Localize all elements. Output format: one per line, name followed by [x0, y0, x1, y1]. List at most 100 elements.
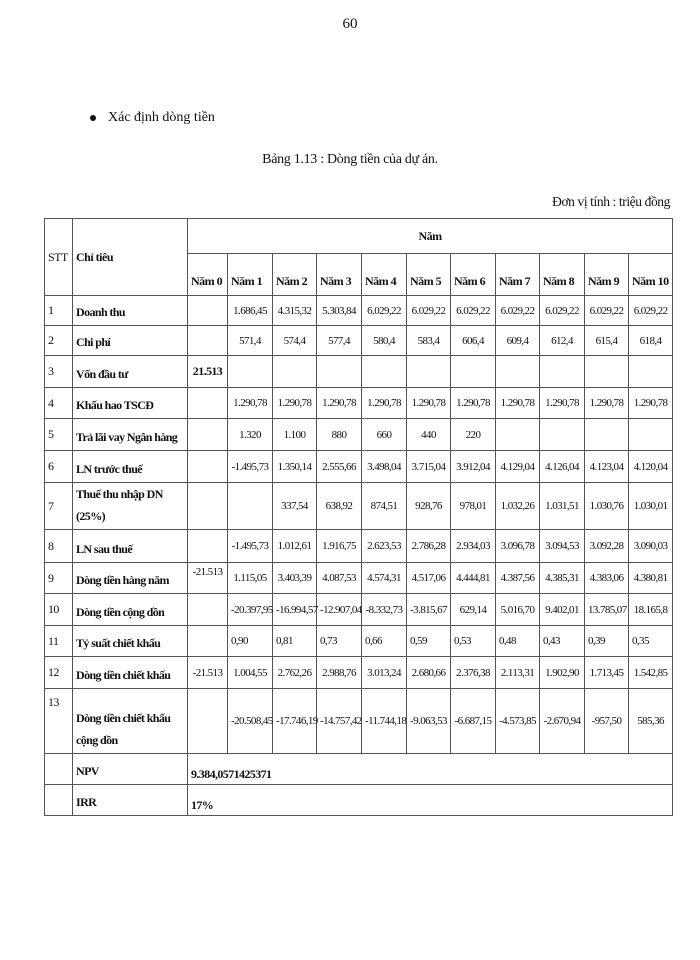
cell-năm-7: 2.113,31 [495, 656, 540, 689]
row-label: Dòng tiền cộng dồn [72, 593, 188, 626]
cell-năm-4: -8.332,73 [361, 593, 407, 626]
cell-năm-0 [187, 482, 228, 530]
cell-năm-0 [187, 450, 228, 483]
cell-năm-3: 2.988,76 [316, 656, 362, 689]
cell-năm-10: 0,35 [627, 625, 674, 657]
cell-năm-8: 4.385,31 [539, 562, 585, 594]
cell-năm-9: 4.383,06 [584, 562, 629, 594]
cell-năm-8: 6.029,22 [539, 295, 585, 326]
row-label: Tỷ suất chiết khấu [72, 625, 188, 657]
cell-năm-2: 1.100 [272, 418, 317, 451]
cell-năm-5: 4.517,06 [406, 562, 451, 594]
cell-năm-4: 3.013,24 [361, 656, 407, 689]
cell-năm-8: 0,43 [539, 625, 585, 657]
cell-năm-9: 1.290,78 [584, 387, 629, 419]
cell-năm-4: 1.290,78 [361, 387, 407, 419]
section-heading-text: Xác định dòng tiền [108, 110, 215, 125]
cell-năm-7: 1.290,78 [495, 387, 540, 419]
cell-năm-6: 0,53 [450, 625, 496, 657]
cell-năm-3: 4.087,53 [316, 562, 362, 594]
cell-năm-10: 1.290,78 [627, 387, 674, 419]
header-year-7: Năm 7 [495, 253, 540, 296]
row-label: Dòng tiền chiết khấu [72, 656, 188, 689]
cell-năm-4 [361, 355, 407, 388]
cell-năm-1: 1.004,55 [227, 656, 273, 689]
table-row: 1 Doanh thu 1.686,45 4.315,32 5.303,84 6.029,… [44, 295, 674, 326]
cell-năm-3: 577,4 [316, 325, 362, 356]
cell-năm-3 [316, 355, 362, 388]
cell-năm-0 [187, 325, 228, 356]
row-stt: 5 [44, 418, 73, 451]
row-stt: 7 [44, 482, 73, 530]
table-row: 5 Trả lãi vay Ngân hàng 1.320 1.100 880 660 44… [44, 418, 674, 451]
table-row: 11 Tỷ suất chiết khấu 0,90 0,81 0,73 0,66 0,59… [44, 625, 674, 657]
row-stt: 10 [44, 593, 73, 626]
cell-năm-9: 0,39 [584, 625, 629, 657]
table-caption: Bảng 1.13 : Dòng tiền của dự án. [262, 152, 438, 167]
bullet-icon [90, 114, 96, 121]
row-stt: 12 [44, 656, 73, 689]
header-year-3: Năm 3 [316, 253, 362, 296]
row-label: Dòng tiền hàng năm [72, 562, 188, 594]
npv-row: NPV 9.384,0571425371 [44, 753, 674, 785]
cell-năm-6: 3.912,04 [450, 450, 496, 483]
cell-năm-6 [450, 355, 496, 388]
cell-năm-8: -2.670,94 [539, 688, 585, 754]
row-label: Khấu hao TSCĐ [72, 387, 188, 419]
header-year-group: Năm [186, 218, 674, 254]
cell-năm-8 [539, 418, 585, 451]
cell-năm-7: 4.129,04 [495, 450, 540, 483]
cell-năm-0 [187, 593, 228, 626]
table-row: 6 LN trước thuế -1.495,73 1.350,14 2.555,66 3… [44, 450, 674, 483]
cell-năm-10: 3.090,03 [627, 529, 674, 563]
cell-năm-5: 440 [406, 418, 451, 451]
cell-năm-6: 6.029,22 [450, 295, 496, 326]
cell-năm-2: 3.403,39 [272, 562, 317, 594]
cell-năm-4: 4.574,31 [361, 562, 407, 594]
cell-năm-0 [187, 625, 228, 657]
cell-năm-5 [406, 355, 451, 388]
cell-năm-5: 2.680,66 [406, 656, 451, 689]
cell-năm-9: 3.092,28 [584, 529, 629, 563]
cell-năm-5: 3.715,04 [406, 450, 451, 483]
cell-năm-6: 2.934,03 [450, 529, 496, 563]
cell-năm-3: 5.303,84 [316, 295, 362, 326]
cell-năm-6: 629,14 [450, 593, 496, 626]
cell-năm-10: 1.542,85 [627, 656, 674, 689]
cell-năm-1: 1.686,45 [227, 295, 273, 326]
cell-năm-1: -1.495,73 [227, 529, 273, 563]
cell-năm-2: -17.746,19 [272, 688, 318, 754]
cell-năm-2: 2.762,26 [272, 656, 317, 689]
cell-năm-1: 571,4 [227, 325, 273, 356]
cell-năm-1: -20.508,45 [227, 688, 273, 754]
npv-value: 9.384,0571425371 [186, 753, 674, 785]
cell-năm-3: 1.916,75 [316, 529, 362, 563]
cell-năm-0: -21.513 [187, 656, 228, 689]
header-year-2: Năm 2 [272, 253, 317, 296]
cell-năm-5: 928,76 [406, 482, 451, 530]
cell-năm-2: 337,54 [272, 482, 317, 530]
cell-năm-4: -11.744,18 [361, 688, 407, 754]
cell-năm-2: -16.994,57 [272, 593, 318, 626]
row-stt: 8 [44, 529, 73, 563]
cell-năm-3: 880 [316, 418, 362, 451]
cell-năm-7 [495, 355, 540, 388]
header-year-6: Năm 6 [450, 253, 496, 296]
cell-năm-2: 0,81 [272, 625, 317, 657]
cell-năm-8: 9.402,01 [539, 593, 585, 626]
cell-năm-2: 574,4 [272, 325, 317, 356]
cell-năm-7: -4.573,85 [495, 688, 540, 754]
cell-năm-7: 609,4 [495, 325, 540, 356]
header-year-10: Năm 10 [627, 253, 674, 296]
cell-năm-4: 6.029,22 [361, 295, 407, 326]
cell-năm-1 [227, 355, 273, 388]
cell-năm-1: 1.320 [227, 418, 273, 451]
row-stt-empty [44, 753, 73, 785]
table-row: 12 Dòng tiền chiết khấu -21.513 1.004,55 2.7… [44, 656, 674, 689]
cell-năm-1: -1.495,73 [227, 450, 273, 483]
cell-năm-10 [627, 355, 674, 388]
cell-năm-3: 2.555,66 [316, 450, 362, 483]
row-label: Vốn đầu tư [72, 355, 188, 388]
table-row: 3 Vốn đầu tư 21.513 [44, 355, 674, 388]
cell-năm-5: -3.815,67 [406, 593, 451, 626]
